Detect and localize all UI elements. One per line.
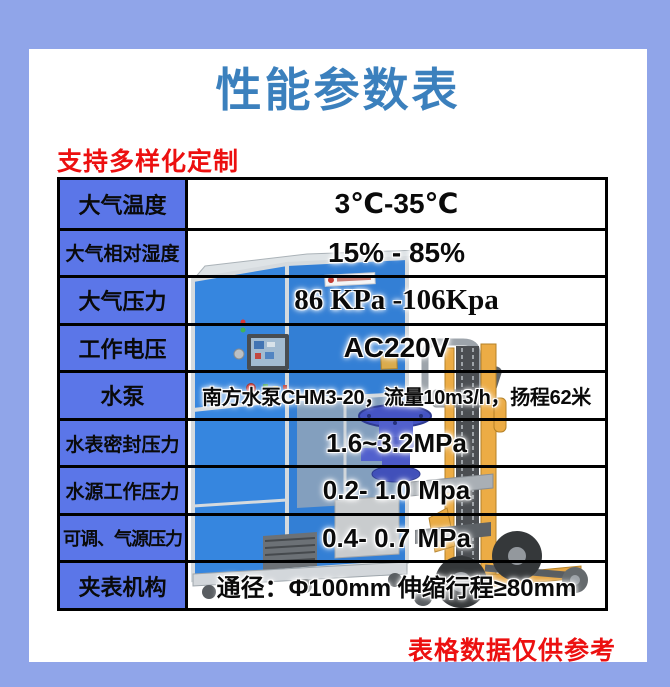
table-row: 大气温度 3℃-35℃	[60, 180, 605, 228]
row-label: 大气温度	[60, 180, 188, 228]
row-value: AC220V	[343, 331, 450, 363]
row-value: 0.2- 1.0 Mpa	[322, 475, 471, 506]
spec-table: 大气温度 3℃-35℃ 大气相对湿度 15% - 85% 大气压力 86 KPa…	[57, 177, 608, 611]
table-row: 大气相对湿度 15% - 85%	[60, 227, 605, 276]
table-row: 可调、气源压力 0.4- 0.7 MPa	[60, 512, 605, 561]
row-label: 夹表机构	[60, 563, 188, 608]
table-row: 水源工作压力 0.2- 1.0 Mpa	[60, 465, 605, 513]
row-label: 可调、气源压力	[60, 515, 188, 561]
row-label: 大气相对湿度	[60, 230, 188, 276]
disclaimer-note: 表格数据仅供参考	[407, 637, 616, 665]
row-value: 通径：Φ100mm 伸缩行程≥80mm	[216, 575, 577, 603]
content-card: 性能参数表 支持多样化定制	[29, 49, 647, 665]
row-label: 水源工作压力	[60, 468, 188, 513]
row-value: 3℃-35℃	[334, 188, 459, 220]
row-value: 1.6~3.2MPa	[326, 427, 467, 458]
table-row: 工作电压 AC220V	[60, 322, 605, 371]
table-row: 水表密封压力 1.6~3.2MPa	[60, 417, 605, 466]
row-value: 86 KPa -106Kpa	[294, 283, 499, 316]
row-label: 工作电压	[60, 325, 188, 371]
row-label: 水表密封压力	[60, 420, 188, 466]
customization-note: 支持多样化定制	[57, 148, 240, 176]
row-value: 0.4- 0.7 MPa	[322, 522, 471, 553]
row-value: 15% - 85%	[328, 236, 465, 268]
row-label: 水泵	[60, 373, 188, 418]
table-row: 夹表机构 通径：Φ100mm 伸缩行程≥80mm	[60, 560, 605, 608]
table-row: 水泵 南方水泵CHM3-20，流量10m3/h，扬程62米	[60, 370, 605, 418]
row-label: 大气压力	[60, 278, 188, 323]
page-title: 性能参数表	[215, 64, 461, 116]
row-value: 南方水泵CHM3-20，流量10m3/h，扬程62米	[202, 386, 591, 409]
machine-photo	[191, 250, 588, 608]
table-row: 大气压力 86 KPa -106Kpa	[60, 275, 605, 323]
